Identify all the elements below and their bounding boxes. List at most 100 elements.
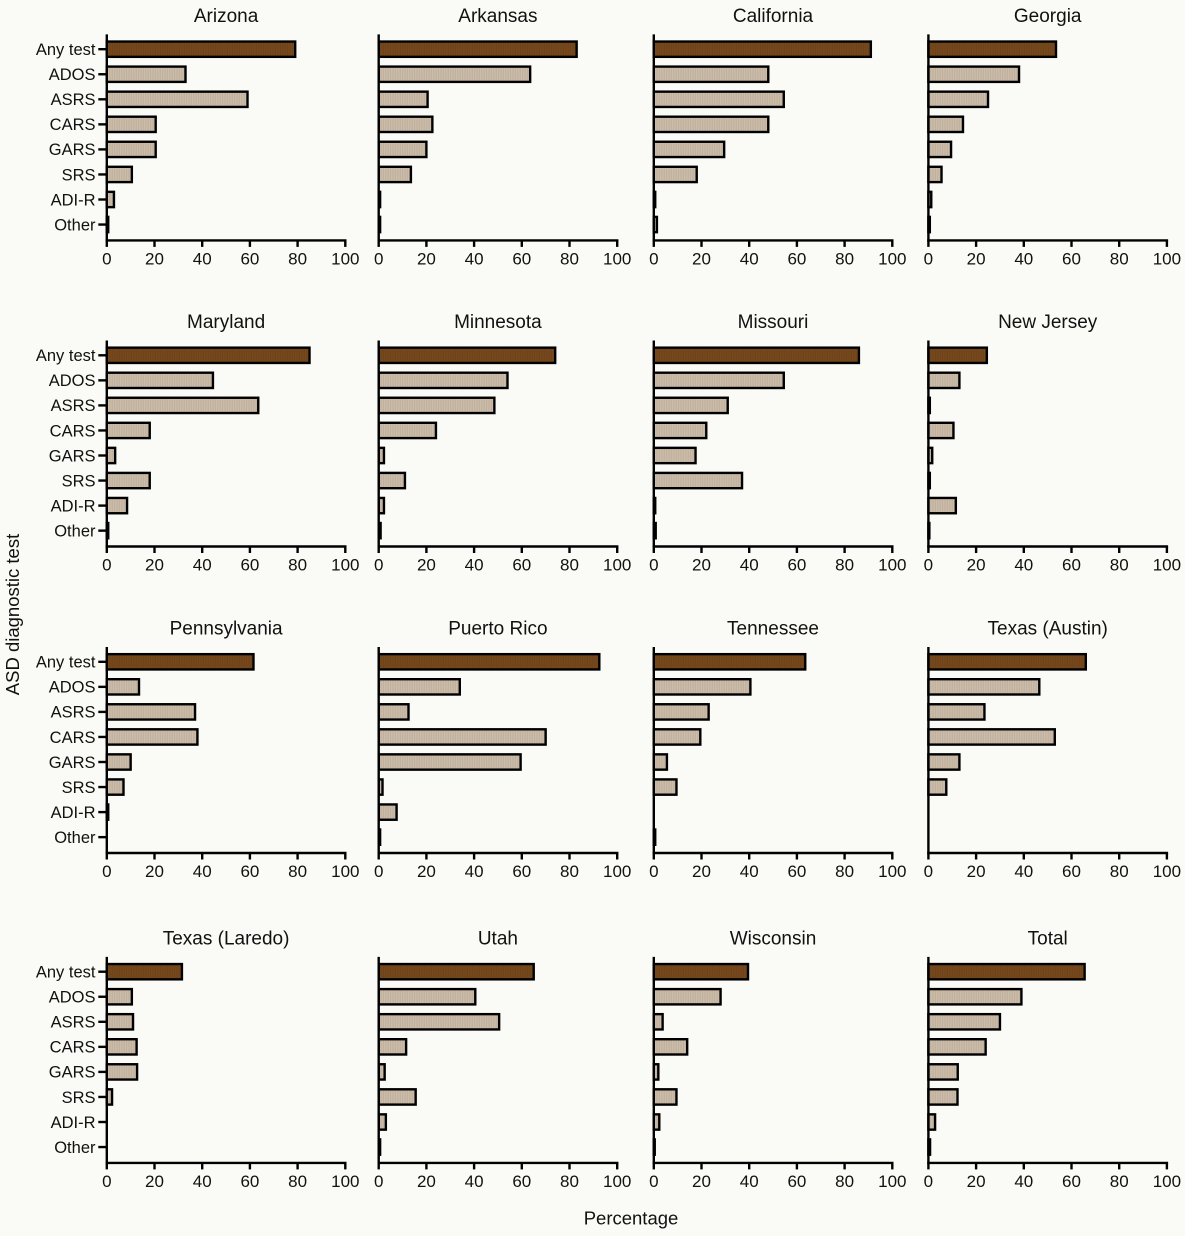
svg-text:ADI-R: ADI-R xyxy=(51,191,96,209)
svg-text:40: 40 xyxy=(193,1172,212,1191)
svg-text:Other: Other xyxy=(54,1139,96,1157)
svg-text:Arkansas: Arkansas xyxy=(458,6,537,27)
svg-text:0: 0 xyxy=(924,862,933,881)
svg-text:Arizona: Arizona xyxy=(194,6,259,27)
svg-text:80: 80 xyxy=(835,556,854,575)
svg-text:40: 40 xyxy=(740,1172,759,1191)
svg-text:100: 100 xyxy=(1153,1172,1181,1191)
svg-text:40: 40 xyxy=(740,250,759,269)
svg-text:80: 80 xyxy=(835,250,854,269)
svg-text:80: 80 xyxy=(560,556,579,575)
svg-text:80: 80 xyxy=(835,862,854,881)
svg-text:0: 0 xyxy=(102,250,111,269)
svg-text:California: California xyxy=(733,6,814,27)
svg-text:ASRS: ASRS xyxy=(51,91,96,109)
svg-text:60: 60 xyxy=(512,556,531,575)
svg-text:ADOS: ADOS xyxy=(49,989,96,1007)
svg-text:100: 100 xyxy=(878,862,906,881)
svg-text:0: 0 xyxy=(102,862,111,881)
svg-text:GARS: GARS xyxy=(49,141,96,159)
svg-text:Missouri: Missouri xyxy=(738,312,809,333)
svg-text:0: 0 xyxy=(924,1172,933,1191)
svg-text:80: 80 xyxy=(1110,1172,1129,1191)
svg-text:60: 60 xyxy=(787,862,806,881)
svg-text:20: 20 xyxy=(145,556,164,575)
svg-text:40: 40 xyxy=(465,250,484,269)
svg-text:80: 80 xyxy=(288,862,307,881)
svg-text:Other: Other xyxy=(54,216,96,234)
svg-text:CARS: CARS xyxy=(50,422,96,440)
svg-text:Any test: Any test xyxy=(36,654,96,672)
svg-text:40: 40 xyxy=(193,556,212,575)
svg-text:60: 60 xyxy=(1062,250,1081,269)
svg-text:40: 40 xyxy=(1014,1172,1033,1191)
svg-text:40: 40 xyxy=(465,1172,484,1191)
svg-text:20: 20 xyxy=(145,862,164,881)
svg-text:60: 60 xyxy=(240,1172,259,1191)
svg-text:ASRS: ASRS xyxy=(51,1014,96,1032)
svg-text:80: 80 xyxy=(288,556,307,575)
svg-text:80: 80 xyxy=(1110,556,1129,575)
svg-text:SRS: SRS xyxy=(62,166,96,184)
svg-text:20: 20 xyxy=(692,1172,711,1191)
svg-text:ADI-R: ADI-R xyxy=(51,1114,96,1132)
svg-text:40: 40 xyxy=(465,556,484,575)
svg-text:80: 80 xyxy=(835,1172,854,1191)
svg-text:100: 100 xyxy=(1153,862,1181,881)
svg-text:20: 20 xyxy=(145,250,164,269)
svg-text:80: 80 xyxy=(560,862,579,881)
svg-text:ADOS: ADOS xyxy=(49,66,96,84)
svg-text:60: 60 xyxy=(787,1172,806,1191)
svg-text:20: 20 xyxy=(692,862,711,881)
svg-text:60: 60 xyxy=(1062,556,1081,575)
svg-text:20: 20 xyxy=(417,1172,436,1191)
svg-text:100: 100 xyxy=(878,556,906,575)
svg-text:0: 0 xyxy=(649,250,658,269)
svg-text:0: 0 xyxy=(102,1172,111,1191)
svg-text:Texas (Laredo): Texas (Laredo) xyxy=(163,929,290,950)
svg-text:60: 60 xyxy=(240,556,259,575)
svg-text:Wisconsin: Wisconsin xyxy=(730,929,817,950)
svg-text:Utah: Utah xyxy=(478,929,518,950)
svg-text:Pennsylvania: Pennsylvania xyxy=(170,619,283,640)
svg-text:ASRS: ASRS xyxy=(51,397,96,415)
svg-text:100: 100 xyxy=(331,1172,359,1191)
svg-text:Maryland: Maryland xyxy=(187,312,265,333)
svg-text:20: 20 xyxy=(967,556,986,575)
svg-text:CARS: CARS xyxy=(50,729,96,747)
svg-text:ADI-R: ADI-R xyxy=(51,497,96,515)
svg-text:Percentage: Percentage xyxy=(584,1208,679,1229)
svg-text:0: 0 xyxy=(374,862,383,881)
svg-text:100: 100 xyxy=(603,862,631,881)
svg-text:100: 100 xyxy=(603,1172,631,1191)
svg-text:SRS: SRS xyxy=(62,779,96,797)
svg-text:Tennessee: Tennessee xyxy=(727,619,819,640)
svg-text:100: 100 xyxy=(331,862,359,881)
svg-text:60: 60 xyxy=(240,250,259,269)
svg-text:Any test: Any test xyxy=(36,964,96,982)
svg-text:ASD diagnostic test: ASD diagnostic test xyxy=(2,534,23,695)
svg-text:40: 40 xyxy=(193,250,212,269)
svg-text:GARS: GARS xyxy=(49,1064,96,1082)
svg-text:Other: Other xyxy=(54,522,96,540)
svg-text:ADI-R: ADI-R xyxy=(51,804,96,822)
svg-text:ADOS: ADOS xyxy=(49,372,96,390)
svg-text:GARS: GARS xyxy=(49,447,96,465)
svg-text:Other: Other xyxy=(54,829,96,847)
svg-text:0: 0 xyxy=(649,1172,658,1191)
svg-text:GARS: GARS xyxy=(49,754,96,772)
svg-text:20: 20 xyxy=(417,556,436,575)
svg-text:SRS: SRS xyxy=(62,1089,96,1107)
svg-text:60: 60 xyxy=(787,556,806,575)
svg-text:CARS: CARS xyxy=(50,1039,96,1057)
svg-text:60: 60 xyxy=(240,862,259,881)
svg-text:Any test: Any test xyxy=(36,347,96,365)
svg-text:40: 40 xyxy=(1014,862,1033,881)
svg-text:100: 100 xyxy=(331,250,359,269)
svg-text:Minnesota: Minnesota xyxy=(454,312,542,333)
svg-text:100: 100 xyxy=(1153,250,1181,269)
svg-text:0: 0 xyxy=(649,556,658,575)
svg-text:60: 60 xyxy=(1062,1172,1081,1191)
svg-text:40: 40 xyxy=(1014,556,1033,575)
svg-text:Any test: Any test xyxy=(36,41,96,59)
